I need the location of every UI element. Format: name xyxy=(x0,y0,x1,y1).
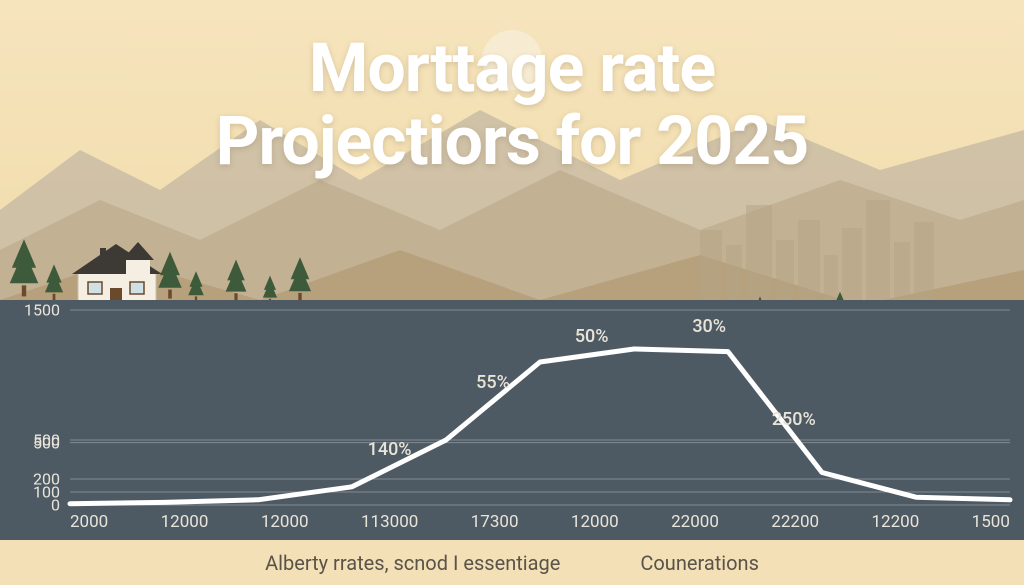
chart-point-label: 30% xyxy=(692,316,726,337)
footer-text-left: Alberty rrates, scnod I essentiage xyxy=(265,551,560,575)
x-axis-tick-label: 113000 xyxy=(361,512,418,540)
page-title: Morttage rate Projectiors for 2025 xyxy=(0,32,1024,179)
x-axis-tick-label: 1500 xyxy=(972,512,1010,540)
chart-gridlines xyxy=(70,310,1010,505)
title-line-2: Projectiors for 2025 xyxy=(0,105,1024,178)
x-axis-tick-label: 12000 xyxy=(571,512,619,540)
y-axis-tick-label: 0 xyxy=(51,496,60,515)
chart-point-label: 50% xyxy=(575,326,609,347)
y-axis-labels: 15005005002001000 xyxy=(8,300,60,510)
x-axis-labels: 2000 12000 12000 113000 17300 12000 22000 22200… xyxy=(70,512,1010,540)
x-axis-tick-label: 22000 xyxy=(671,512,719,540)
x-axis-tick-label: 12000 xyxy=(161,512,209,540)
x-axis-tick-label: 2000 xyxy=(70,512,108,540)
line-chart xyxy=(0,300,1024,540)
x-axis-tick-label: 22200 xyxy=(771,512,819,540)
y-axis-tick-label: 1500 xyxy=(24,301,60,320)
x-axis-tick-label: 12200 xyxy=(871,512,919,540)
chart-series-line xyxy=(70,349,1010,504)
x-axis-tick-label: 17300 xyxy=(471,512,519,540)
chart-point-label: 140% xyxy=(368,439,412,460)
title-line-1: Morttage rate xyxy=(0,32,1024,105)
y-axis-tick-label: 500 xyxy=(33,433,60,452)
chart-panel: 15005005002001000 2000120001200011300017… xyxy=(0,300,1024,585)
chart-point-label: 55% xyxy=(476,372,510,393)
x-axis-tick-label: 12000 xyxy=(261,512,309,540)
footer-text-right: Counerations xyxy=(640,551,759,575)
chart-footer: Alberty rrates, scnod I essentiage Coune… xyxy=(0,540,1024,585)
chart-point-label: 250% xyxy=(772,409,816,430)
